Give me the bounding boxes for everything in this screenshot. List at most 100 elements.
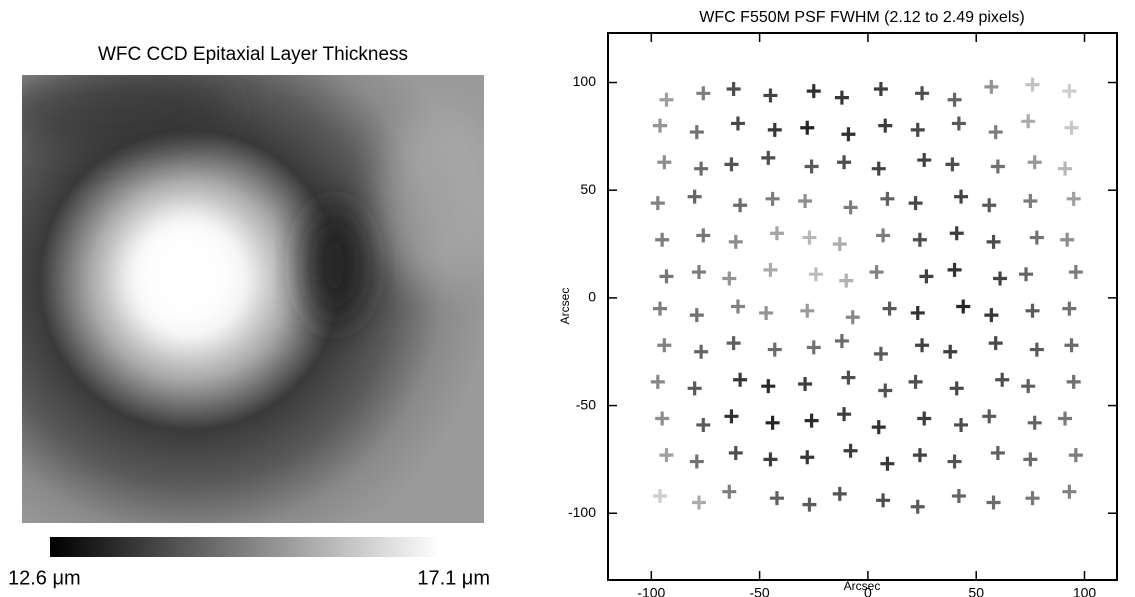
point-marker	[1025, 303, 1040, 318]
point-marker	[1066, 191, 1081, 206]
point-marker	[1029, 230, 1044, 245]
point-marker	[947, 454, 962, 469]
point-marker	[910, 499, 925, 514]
point-marker	[1019, 267, 1034, 282]
point-marker	[804, 159, 819, 174]
x-tick-label: 100	[1073, 585, 1097, 597]
point-marker	[943, 344, 958, 359]
y-tick-label: 100	[573, 73, 597, 89]
point-marker	[804, 413, 819, 428]
point-marker	[986, 495, 1001, 510]
point-marker	[800, 303, 815, 318]
point-marker	[871, 420, 886, 435]
point-marker	[1062, 484, 1077, 499]
point-marker	[1025, 77, 1040, 92]
point-marker	[800, 120, 815, 135]
point-marker	[837, 155, 852, 170]
point-marker	[871, 161, 886, 176]
point-marker	[837, 407, 852, 422]
point-marker	[689, 308, 704, 323]
point-marker	[800, 450, 815, 465]
point-marker	[915, 86, 930, 101]
point-marker	[995, 372, 1010, 387]
point-marker	[982, 198, 997, 213]
point-marker	[798, 377, 813, 392]
point-marker	[730, 299, 745, 314]
x-tick-label: -100	[637, 585, 665, 597]
point-marker	[876, 493, 891, 508]
point-marker	[765, 415, 780, 430]
point-marker	[947, 262, 962, 277]
point-marker	[988, 125, 1003, 140]
point-marker	[947, 92, 962, 107]
x-tick-label: 0	[864, 585, 872, 597]
point-marker	[949, 381, 964, 396]
point-marker	[652, 489, 667, 504]
point-marker	[880, 456, 895, 471]
point-marker	[689, 454, 704, 469]
point-marker	[878, 118, 893, 133]
point-marker	[984, 79, 999, 94]
point-marker	[843, 200, 858, 215]
y-tick-label: -100	[568, 504, 596, 520]
point-marker	[691, 265, 706, 280]
point-marker	[1060, 232, 1075, 247]
point-marker	[878, 383, 893, 398]
chart-title: WFC CCD Epitaxial Layer Thickness	[98, 44, 408, 65]
point-marker	[1064, 338, 1079, 353]
point-marker	[733, 198, 748, 213]
point-marker	[726, 336, 741, 351]
point-marker	[951, 116, 966, 131]
point-marker	[728, 234, 743, 249]
point-marker	[659, 92, 674, 107]
point-marker	[802, 230, 817, 245]
point-marker	[956, 299, 971, 314]
point-marker	[650, 374, 665, 389]
point-marker	[1027, 415, 1042, 430]
point-marker	[769, 491, 784, 506]
point-marker	[1027, 155, 1042, 170]
point-marker	[650, 196, 665, 211]
point-marker	[915, 338, 930, 353]
point-marker	[733, 372, 748, 387]
point-marker	[724, 157, 739, 172]
point-marker	[759, 305, 774, 320]
y-axis-label: Arcsec	[558, 288, 572, 325]
point-marker	[1062, 301, 1077, 316]
point-marker	[951, 489, 966, 504]
point-marker	[873, 346, 888, 361]
point-marker	[908, 196, 923, 211]
point-marker	[659, 448, 674, 463]
point-marker	[945, 157, 960, 172]
point-marker	[832, 486, 847, 501]
point-marker	[767, 342, 782, 357]
point-marker	[990, 445, 1005, 460]
point-marker	[834, 90, 849, 105]
point-marker	[954, 189, 969, 204]
point-marker	[993, 271, 1008, 286]
point-marker	[919, 269, 934, 284]
point-marker	[696, 228, 711, 243]
point-marker	[730, 116, 745, 131]
point-marker	[1023, 452, 1038, 467]
y-tick-label: -50	[576, 396, 596, 412]
point-marker	[761, 379, 776, 394]
point-marker	[834, 333, 849, 348]
x-tick-label: 50	[968, 585, 984, 597]
point-marker	[839, 273, 854, 288]
point-marker	[1066, 374, 1081, 389]
point-marker	[1021, 379, 1036, 394]
point-marker	[722, 271, 737, 286]
point-marker	[655, 411, 670, 426]
point-marker	[912, 448, 927, 463]
point-marker	[880, 191, 895, 206]
point-marker	[657, 338, 672, 353]
point-marker	[990, 159, 1005, 174]
point-marker	[910, 122, 925, 137]
point-marker	[769, 226, 784, 241]
point-marker	[982, 409, 997, 424]
point-marker	[1068, 265, 1083, 280]
point-marker	[1029, 342, 1044, 357]
point-marker	[908, 374, 923, 389]
